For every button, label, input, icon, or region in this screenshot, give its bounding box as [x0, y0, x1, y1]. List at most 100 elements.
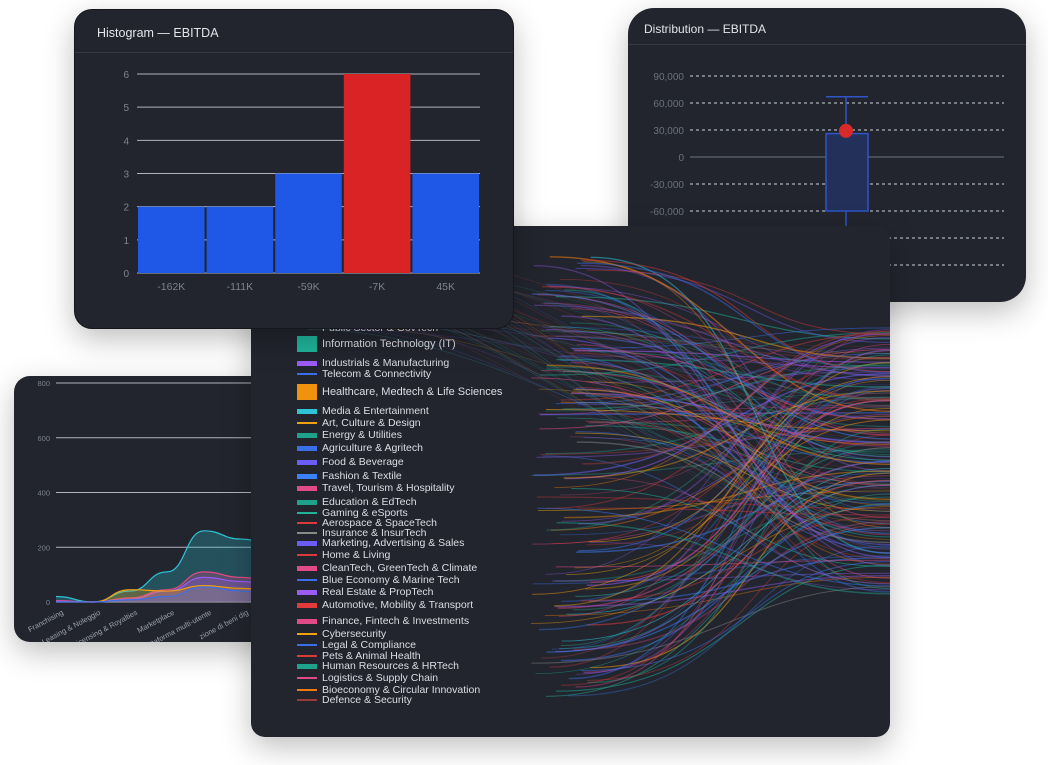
sankey-flow: [570, 391, 890, 566]
sankey-node-bar: [297, 602, 317, 608]
sankey-node-label: Healthcare, Medtech & Life Sciences: [322, 385, 503, 398]
sankey-flow: [562, 364, 890, 410]
sankey-flow: [531, 449, 890, 476]
sankey-flow: [537, 507, 890, 587]
sankey-node-label: Defence & Security: [322, 693, 412, 706]
sankey-flow: [551, 415, 890, 531]
sankey-flow: [576, 507, 890, 516]
sankey-node-label: Insurance & InsurTech: [322, 526, 427, 539]
sankey-flow: [587, 479, 890, 626]
sankey-flow: [339, 329, 890, 494]
y-tick-label: 4: [123, 136, 129, 147]
sankey-flow: [561, 387, 890, 603]
sankey-flow: [571, 327, 890, 349]
sankey-flow: [587, 428, 890, 684]
sankey-flow: [586, 523, 890, 681]
sankey-node-label: Finance, Fintech & Investments: [322, 614, 470, 627]
sankey-flow: [573, 388, 890, 500]
sankey-flow: [555, 559, 890, 568]
sankey-node-bar: [297, 373, 317, 375]
sankey-node-bar: [297, 512, 317, 514]
sankey-flow: [590, 542, 890, 591]
sankey-flow: [551, 572, 890, 582]
sankey-node-label: Home & Living: [322, 548, 391, 561]
sankey-node: Cybersecurity: [297, 625, 386, 643]
sankey-flow: [549, 326, 890, 457]
sankey-flow: [588, 376, 890, 543]
sankey-node-bar: [297, 499, 317, 505]
sankey-node-label: Energy & Utilities: [322, 428, 402, 441]
y-tick-label: 200: [37, 543, 50, 552]
sankey-flow: [546, 368, 890, 538]
sankey-flow: [578, 377, 890, 552]
sankey-node-label: Aerospace & SpaceTech: [322, 516, 437, 529]
sankey-legend: Public Sector & GovTechInformation Techn…: [297, 226, 617, 737]
sankey-flow: [555, 295, 890, 340]
sankey-node: Human Resources & HRTech: [297, 657, 459, 675]
sankey-node-label: Human Resources & HRTech: [322, 659, 459, 672]
sankey-flow: [531, 335, 890, 361]
sankey-flow: [532, 475, 890, 545]
y-tick-label: 0: [123, 269, 129, 280]
sankey-flow: [545, 409, 890, 432]
sankey-flow: [545, 289, 890, 462]
sankey-flow: [565, 408, 890, 560]
sankey-node-label: Industrials & Manufacturing: [322, 356, 450, 369]
sankey-node-label: Legal & Compliance: [322, 638, 416, 651]
sankey-node: CleanTech, GreenTech & Climate: [297, 559, 477, 577]
sankey-node-bar: [297, 459, 317, 465]
sankey-flow: [535, 503, 890, 675]
area-fill: [56, 530, 278, 602]
histogram-chart: 0 1 2 3 4 5 6 -162K -111K -59K -7K 45K: [123, 70, 480, 293]
sankey-flow: [557, 460, 890, 609]
sankey-flow: [531, 293, 890, 440]
sankey-flow: [583, 476, 890, 585]
sankey-flow: [575, 431, 890, 550]
sankey-node-label: Education & EdTech: [322, 495, 417, 508]
sankey-node: Energy & Utilities: [297, 426, 402, 444]
sankey-flow: [578, 336, 890, 525]
sankey-flow: [562, 370, 890, 461]
sankey-flow: [539, 349, 890, 430]
sankey-flow: [541, 330, 890, 367]
sankey-node-bar: [297, 532, 317, 534]
sankey-flow: [546, 328, 890, 458]
sankey-flow: [554, 362, 890, 607]
sankey-node: Insurance & InsurTech: [297, 524, 426, 542]
sankey-node-bar: [297, 432, 317, 438]
sankey-flow: [552, 385, 890, 650]
sankey-flow: [575, 349, 890, 688]
sankey-flow: [585, 395, 890, 443]
sankey-flow: [590, 399, 890, 583]
sankey-node: Pets & Animal Health: [297, 647, 421, 665]
y-tick-label: 5: [123, 103, 129, 114]
histogram-bar: [275, 173, 342, 273]
x-tick-label: -162K: [157, 281, 185, 293]
sankey-node: Healthcare, Medtech & Life Sciences: [297, 383, 502, 401]
sankey-flow: [563, 470, 890, 519]
sankey-flow: [590, 371, 890, 383]
y-tick-label: 800: [37, 379, 50, 388]
sankey-node-label: Art, Culture & Design: [322, 416, 421, 429]
sankey-flow: [588, 351, 890, 400]
sankey-flow: [576, 375, 890, 675]
sankey-flow: [539, 460, 890, 631]
sankey-flow: [571, 308, 890, 519]
sankey-node-bar: [297, 677, 317, 679]
x-tick-label: -111K: [227, 281, 253, 293]
sankey-node-bar: [297, 579, 317, 581]
y-tick-label: -60,000: [650, 207, 684, 218]
sankey-flow: [541, 302, 890, 512]
sankey-node-label: Food & Beverage: [322, 455, 404, 468]
sankey-node-label: CleanTech, GreenTech & Climate: [322, 561, 478, 574]
sankey-node-bar: [297, 422, 317, 424]
sankey-flow: [576, 344, 890, 579]
sankey-node: Legal & Compliance: [297, 636, 416, 654]
sankey-flow: [589, 557, 890, 602]
y-tick-label: 400: [37, 489, 50, 498]
sankey-flow: [580, 259, 890, 373]
sankey-flow: [559, 355, 890, 593]
sankey-node-bar: [297, 445, 317, 451]
sankey-node: Food & Beverage: [297, 453, 404, 471]
sankey-flow: [566, 480, 890, 615]
